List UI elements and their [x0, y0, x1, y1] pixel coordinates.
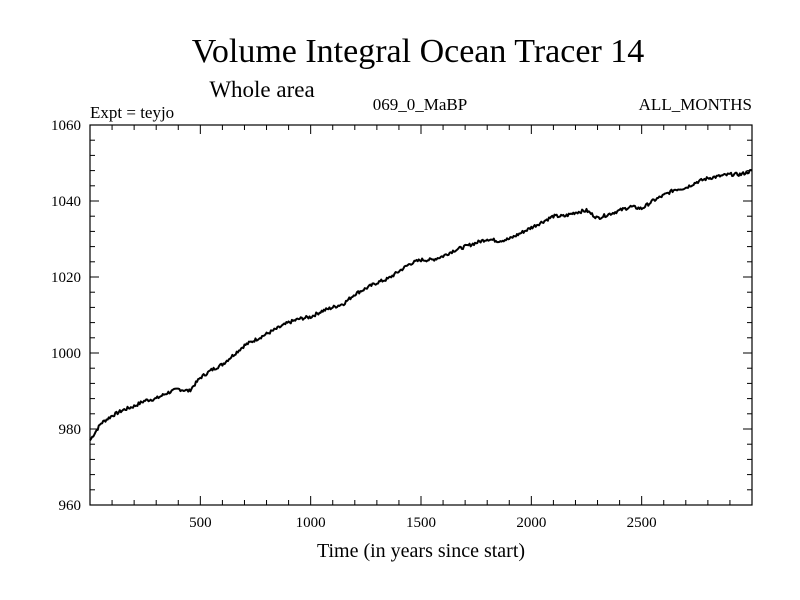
x-axis-label: Time (in years since start) — [317, 540, 525, 562]
y-tick-label: 960 — [59, 498, 82, 514]
x-tick-label: 1000 — [296, 515, 326, 531]
y-tick-label: 1000 — [51, 346, 81, 362]
months-label: ALL_MONTHS — [639, 95, 752, 114]
x-tick-label: 2500 — [627, 515, 657, 531]
chart-title: Volume Integral Ocean Tracer 14 — [192, 33, 645, 70]
y-tick-label: 1020 — [51, 270, 81, 286]
y-tick-label: 1060 — [51, 118, 81, 134]
series-line — [89, 168, 753, 441]
x-tick-label: 2000 — [516, 515, 546, 531]
plot-frame — [89, 124, 753, 506]
axes: 500 1000 1500 2000 2500 960 980 1000 1020 1040 106… — [51, 118, 752, 531]
chart-subtitle: Whole area — [209, 77, 314, 102]
x-tick-label: 1500 — [406, 515, 436, 531]
x-tick-label: 500 — [189, 515, 212, 531]
period-label: 069_0_MaBP — [373, 95, 467, 114]
experiment-label: Expt = teyjo — [90, 103, 174, 122]
y-tick-label: 980 — [59, 422, 82, 438]
y-tick-label: 1040 — [51, 194, 81, 210]
